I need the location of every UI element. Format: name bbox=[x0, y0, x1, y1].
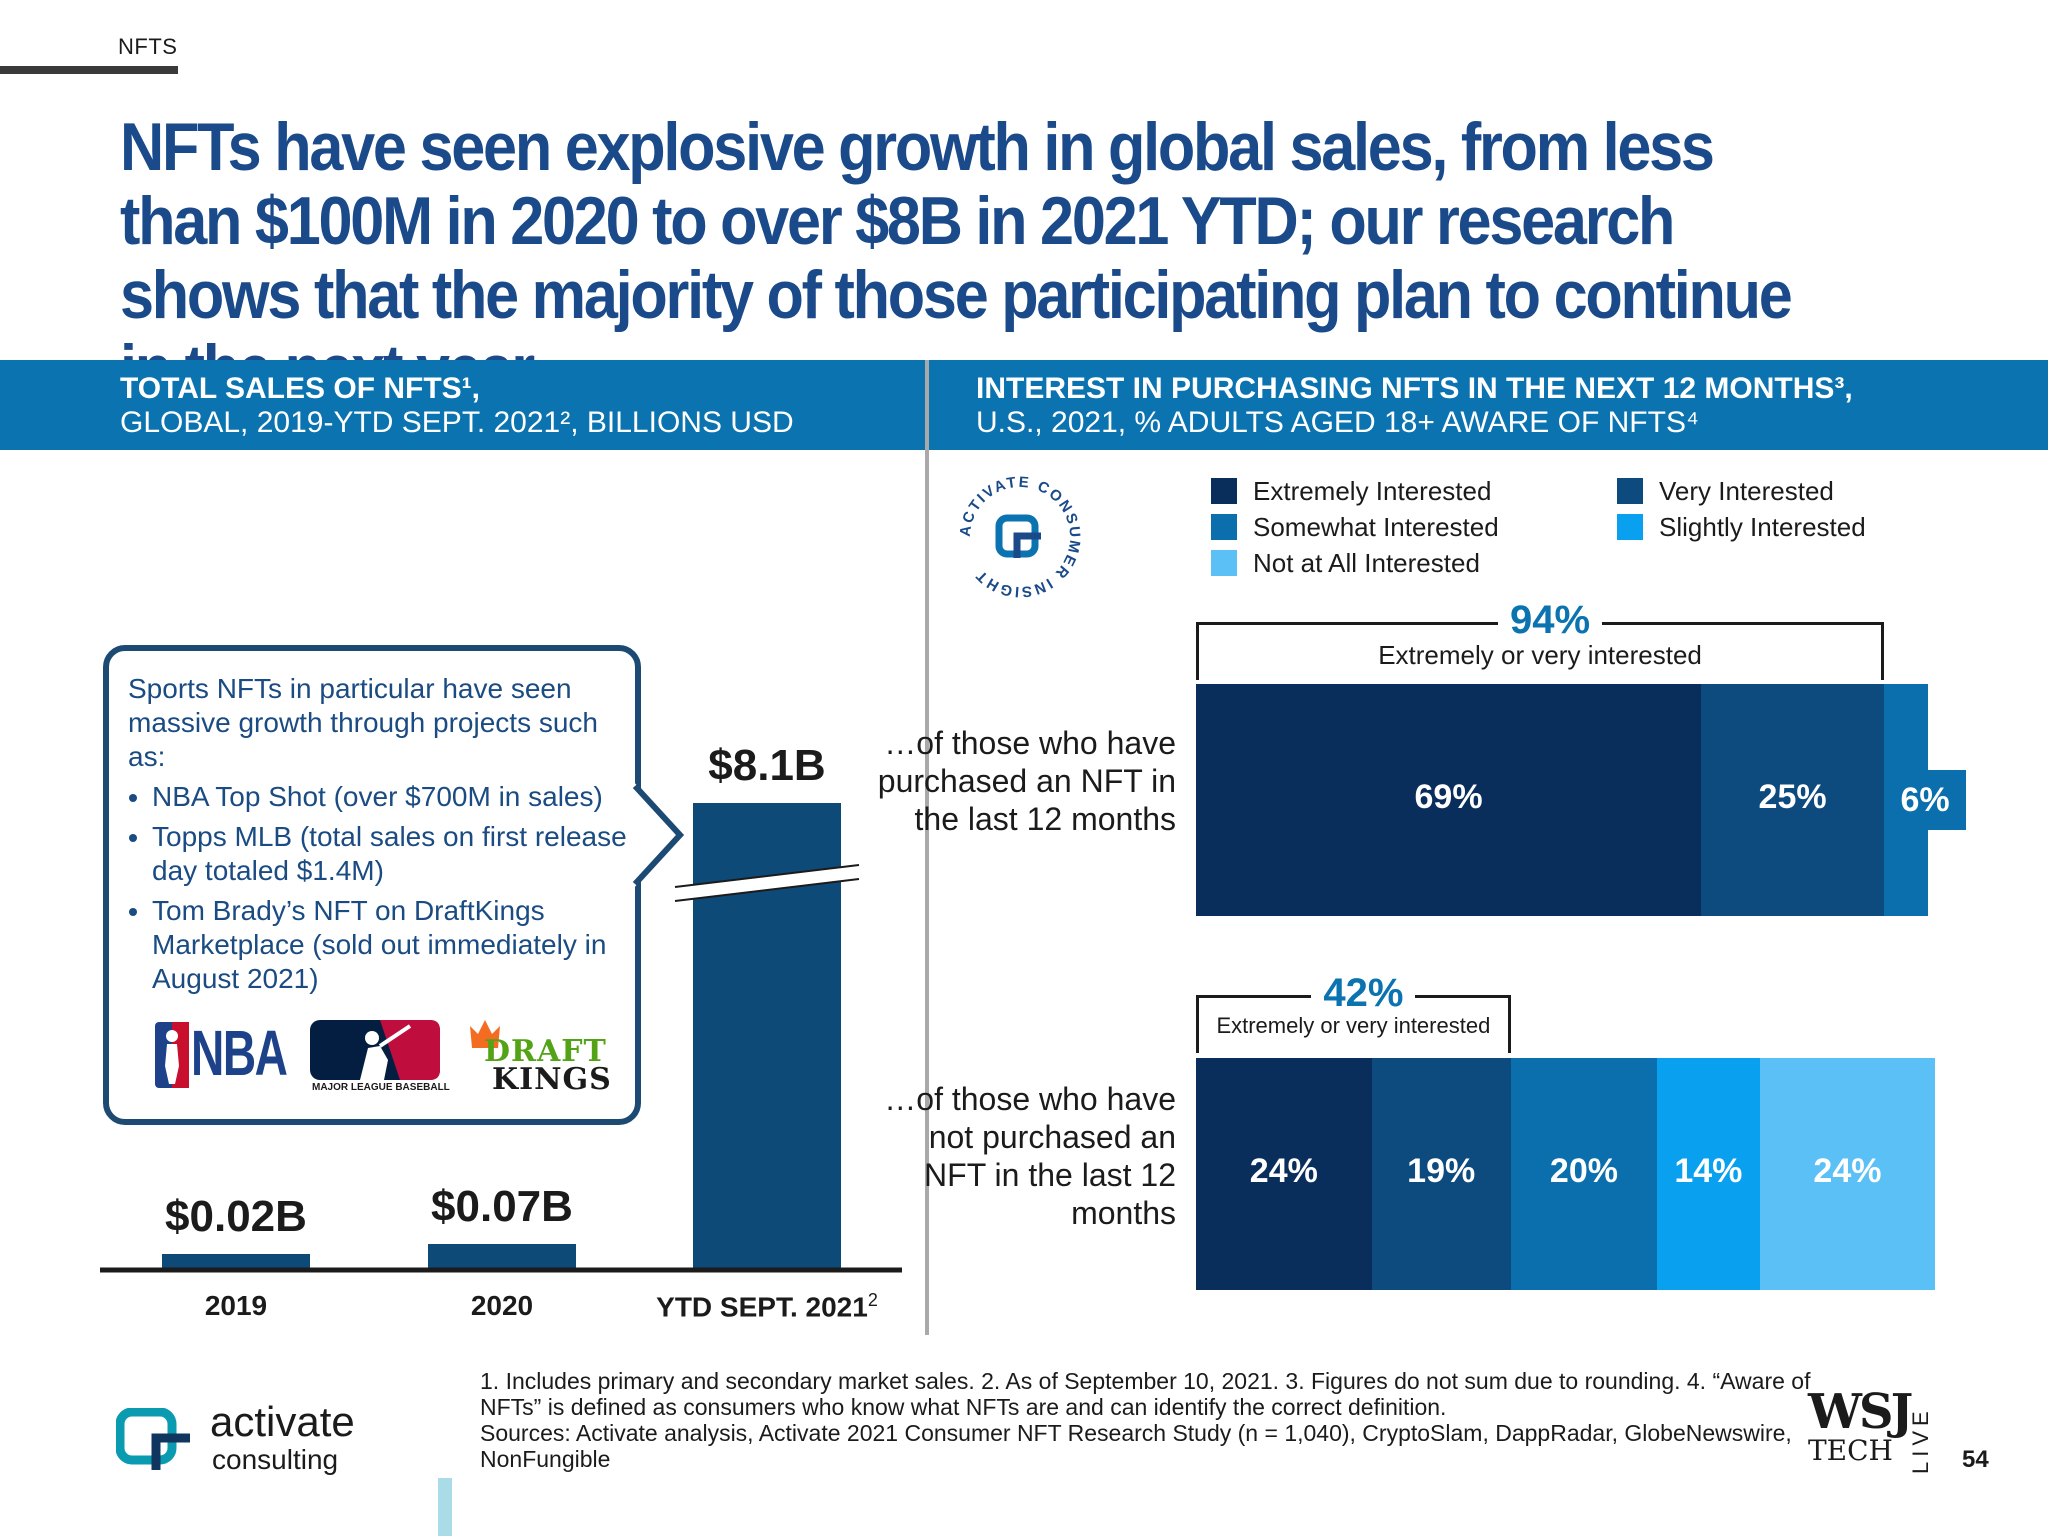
footnote-notes: 1. Includes primary and secondary market… bbox=[480, 1368, 1811, 1420]
callout-bullet: Topps MLB (total sales on first release … bbox=[152, 820, 628, 888]
mlb-logo: MAJOR LEAGUE BASEBALL bbox=[310, 1020, 450, 1100]
callout-bullets: NBA Top Shot (over $700M in sales) Topps… bbox=[128, 780, 628, 996]
stacked-segment-label: 24% bbox=[1249, 1152, 1318, 1190]
legend-item: Somewhat Interested bbox=[1211, 512, 1511, 542]
stacked-segment-label: 19% bbox=[1407, 1152, 1476, 1190]
crown-icon bbox=[470, 1020, 500, 1048]
axis-break-gap bbox=[675, 865, 859, 901]
stacked-segment-label: 25% bbox=[1758, 778, 1827, 816]
nba-silhouette-icon bbox=[155, 1022, 189, 1088]
bracket-label: Extremely or very interested bbox=[1378, 640, 1702, 670]
legend-label: Extremely Interested bbox=[1253, 476, 1492, 506]
callout-pointer bbox=[632, 780, 685, 890]
stacked-segment bbox=[1701, 684, 1885, 916]
stacked-segment-label: 14% bbox=[1674, 1152, 1743, 1190]
stacked-row-label: …of those who have not purchased an NFT … bbox=[884, 1081, 1176, 1231]
bracket-label: Extremely or very interested bbox=[1216, 1013, 1491, 1038]
stacked-segment-label: 69% bbox=[1414, 778, 1483, 816]
callout-bullet: NBA Top Shot (over $700M in sales) bbox=[152, 780, 628, 814]
stacked-segment bbox=[1657, 1058, 1760, 1290]
legend-label: Slightly Interested bbox=[1659, 512, 1866, 542]
activate-logo-icon bbox=[116, 1408, 190, 1470]
bracket-value: 94% bbox=[1498, 598, 1603, 642]
legend-swatch bbox=[1211, 478, 1237, 504]
legend-label: Very Interested bbox=[1659, 476, 1834, 506]
sales-bar-2019 bbox=[162, 1254, 310, 1268]
brand-sub: consulting bbox=[212, 1444, 339, 1475]
sales-bar-value-label: $0.07B bbox=[431, 1182, 573, 1231]
page-number: 54 bbox=[1962, 1446, 1989, 1473]
header-band bbox=[0, 360, 2048, 450]
draftkings-line2: KINGS bbox=[492, 1062, 612, 1097]
stacked-segment-label: 20% bbox=[1549, 1152, 1618, 1190]
bracket-value-wrap: 42% bbox=[1196, 971, 1531, 1016]
mlb-batter-icon bbox=[310, 1020, 440, 1080]
sales-bar-value-label: $0.02B bbox=[165, 1192, 307, 1241]
brand-name: activate bbox=[210, 1398, 355, 1445]
sales-bar-chart bbox=[100, 803, 902, 1273]
stacked-segment bbox=[1196, 1058, 1372, 1290]
axis-break-line bbox=[674, 878, 860, 902]
stacked-segment bbox=[1510, 1058, 1658, 1290]
wsj-live: LIVE bbox=[1908, 1406, 1933, 1474]
footnotes: 1. Includes primary and secondary market… bbox=[480, 1368, 1820, 1472]
sales-bar-2020 bbox=[428, 1244, 576, 1268]
wsj-wordmark: WSJ bbox=[1808, 1384, 1913, 1440]
legend-swatch bbox=[1617, 514, 1643, 540]
sales-bar-category-label: 2020 bbox=[470, 1290, 534, 1321]
stacked-segment-label: 6% bbox=[1884, 770, 1966, 830]
wsj-tech-live-logo: WSJ TECH bbox=[1808, 1384, 1913, 1467]
stacked-segment bbox=[1759, 1058, 1936, 1290]
legend-label: Not at All Interested bbox=[1253, 548, 1480, 578]
callout-bullet: Tom Brady’s NFT on DraftKings Marketplac… bbox=[152, 894, 628, 996]
draftkings-logo: DRAFT KINGS bbox=[470, 1018, 612, 1098]
callout-text: Sports NFTs in particular have seen mass… bbox=[128, 672, 628, 1002]
page-title: NFTs have seen explosive growth in globa… bbox=[120, 109, 1793, 406]
legend-item: Extremely Interested bbox=[1211, 476, 1511, 506]
left-panel-header: TOTAL SALES OF NFTS¹, GLOBAL, 2019-YTD S… bbox=[120, 372, 794, 440]
section-tag-rule bbox=[0, 66, 178, 74]
footer-accent-bar bbox=[438, 1478, 452, 1536]
right-header-line1: INTEREST IN PURCHASING NFTS IN THE NEXT … bbox=[976, 372, 1853, 405]
sales-bar-category-label: YTD SEPT. 20212 bbox=[656, 1290, 878, 1323]
legend-item: Not at All Interested bbox=[1211, 548, 1511, 578]
consumer-insight-badge: ACTIVATE CONSUMER INSIGHT bbox=[957, 474, 1082, 601]
section-tag: NFTS bbox=[118, 34, 178, 59]
panel-divider bbox=[925, 360, 929, 1335]
legend-swatch bbox=[1211, 514, 1237, 540]
nba-logo: NBA bbox=[155, 1017, 288, 1092]
callout-intro: Sports NFTs in particular have seen mass… bbox=[128, 673, 598, 772]
nba-wordmark: NBA bbox=[191, 1017, 288, 1089]
left-header-line1: TOTAL SALES OF NFTS¹, bbox=[120, 372, 480, 405]
legend-swatch bbox=[1211, 550, 1237, 576]
draftkings-line1: DRAFT bbox=[484, 1034, 607, 1069]
stacked-segment bbox=[1371, 1058, 1511, 1290]
right-header-line2: U.S., 2021, % ADULTS AGED 18+ AWARE OF N… bbox=[976, 406, 1699, 439]
legend-item: Very Interested bbox=[1617, 476, 1917, 506]
bracket-value-wrap: 94% bbox=[1196, 598, 1904, 643]
stacked-segment bbox=[1196, 684, 1702, 916]
sales-bar-value-label: $8.1B bbox=[708, 741, 826, 790]
sales-bar-category-label: 2019 bbox=[204, 1290, 268, 1321]
mlb-wordmark: MAJOR LEAGUE BASEBALL bbox=[312, 1082, 450, 1093]
axis-break-line bbox=[674, 864, 860, 888]
left-header-line2: GLOBAL, 2019-YTD SEPT. 2021², BILLIONS U… bbox=[120, 406, 794, 439]
footnote-sources: Sources: Activate analysis, Activate 202… bbox=[480, 1420, 1792, 1472]
stacked-row-label: …of those who have purchased an NFT in t… bbox=[877, 725, 1176, 837]
axis-break bbox=[674, 864, 860, 902]
right-panel-header: INTEREST IN PURCHASING NFTS IN THE NEXT … bbox=[976, 372, 1853, 440]
legend-swatch bbox=[1617, 478, 1643, 504]
bracket-value: 42% bbox=[1311, 971, 1416, 1015]
wsj-tech: TECH bbox=[1808, 1434, 1893, 1467]
legend-item: Slightly Interested bbox=[1617, 512, 1917, 542]
stacked-segment-label: 24% bbox=[1813, 1152, 1882, 1190]
legend-label: Somewhat Interested bbox=[1253, 512, 1499, 542]
